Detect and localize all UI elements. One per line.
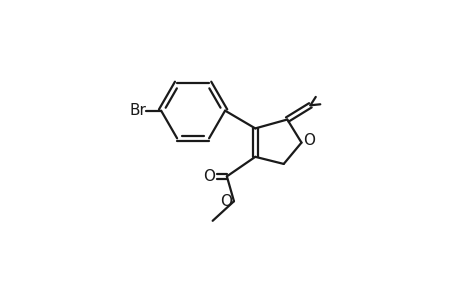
Text: Br: Br xyxy=(129,103,146,118)
Text: O: O xyxy=(220,194,232,209)
Text: O: O xyxy=(302,133,314,148)
Text: O: O xyxy=(203,169,215,184)
